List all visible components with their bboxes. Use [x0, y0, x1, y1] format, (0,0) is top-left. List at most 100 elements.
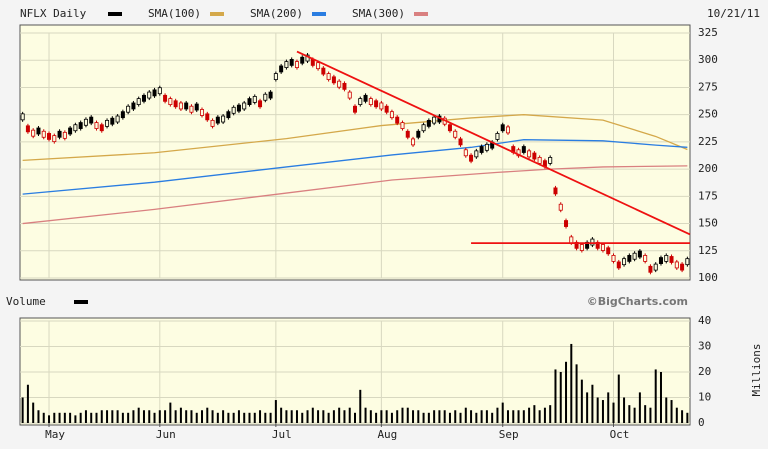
volume-bar	[195, 412, 198, 423]
volume-bar	[617, 374, 620, 423]
candle	[579, 244, 584, 251]
x-tick-label: Oct	[610, 428, 630, 441]
trend-line	[296, 50, 691, 236]
volume-bar	[681, 410, 684, 423]
candle	[432, 116, 437, 124]
candle	[57, 130, 62, 138]
volume-bar	[538, 410, 541, 423]
volume-bar	[670, 400, 673, 423]
candle	[611, 254, 616, 262]
volume-bar	[528, 407, 531, 423]
candle	[20, 113, 25, 121]
price-panel	[19, 24, 691, 281]
volume-bar	[596, 397, 599, 423]
volume-bar	[375, 412, 378, 423]
volume-bar	[401, 407, 404, 423]
candle	[47, 133, 52, 140]
volume-bar	[665, 397, 668, 423]
volume-bar	[586, 392, 589, 423]
volume-bar	[359, 389, 362, 423]
volume-bar	[438, 410, 441, 423]
y-tick-label: 0	[698, 416, 705, 429]
sma-line	[22, 165, 688, 225]
volume-bar	[26, 384, 29, 423]
chart-title: NFLX Daily	[20, 7, 87, 20]
legend-swatch	[210, 12, 224, 16]
candle	[622, 258, 627, 266]
candle	[379, 102, 384, 110]
volume-bar	[132, 410, 135, 423]
candle	[120, 111, 125, 119]
volume-bar	[390, 412, 393, 423]
candle	[495, 133, 500, 140]
volume-bar	[37, 410, 40, 423]
candle	[136, 98, 141, 105]
volume-bar	[623, 397, 626, 423]
legend-label: SMA(300)	[352, 7, 405, 20]
candle	[479, 146, 484, 153]
volume-bar	[475, 412, 478, 423]
candle	[194, 103, 199, 111]
candle	[358, 98, 363, 105]
volume-bar	[633, 407, 636, 423]
candle	[474, 150, 479, 158]
candle	[658, 257, 663, 264]
volume-bar	[264, 412, 267, 423]
volume-bar	[269, 412, 272, 423]
volume-bar	[659, 372, 662, 423]
candle	[205, 113, 210, 121]
candle	[210, 119, 215, 127]
candle	[521, 146, 526, 153]
volume-bar	[354, 412, 356, 423]
volume-bar	[32, 402, 35, 423]
candle	[389, 111, 394, 119]
volume-bar	[42, 412, 45, 423]
candle	[326, 73, 331, 80]
candle	[374, 100, 379, 108]
volume-bar	[433, 410, 436, 423]
volume-bar	[348, 407, 351, 423]
candle	[674, 261, 679, 269]
candle	[231, 106, 236, 114]
candle	[453, 130, 458, 138]
legend-label: SMA(100)	[148, 7, 201, 20]
candle	[331, 76, 336, 84]
volume-bar	[338, 407, 341, 423]
volume-bar	[216, 412, 219, 423]
volume-bar	[554, 369, 557, 423]
candle	[126, 105, 131, 113]
candle	[273, 73, 278, 80]
candle	[352, 105, 357, 113]
volume-bar	[153, 412, 156, 423]
candle	[173, 100, 178, 108]
volume-bar	[248, 412, 251, 423]
volume-bar	[628, 405, 631, 423]
candle	[258, 100, 263, 108]
candle	[279, 65, 284, 73]
volume-bar	[644, 405, 647, 423]
legend-swatch	[414, 12, 428, 16]
candle	[73, 124, 78, 132]
volume-bar	[148, 410, 151, 423]
candle	[458, 138, 463, 146]
volume-bar	[185, 410, 188, 423]
candle	[157, 87, 162, 95]
candle	[463, 149, 468, 157]
candle	[141, 94, 146, 102]
volume-bar	[311, 407, 314, 423]
candle	[548, 156, 553, 164]
volume-bar	[480, 410, 483, 423]
candle	[242, 102, 247, 110]
y-tick-label: 250	[698, 108, 718, 121]
candle	[36, 127, 41, 135]
volume-bar	[549, 405, 552, 423]
candle	[484, 143, 489, 151]
volume-bar	[274, 400, 277, 423]
y-tick-label: 10	[698, 391, 711, 404]
candle	[78, 122, 83, 129]
y-tick-label: 150	[698, 217, 718, 230]
volume-bar	[422, 412, 425, 423]
volume-bar	[21, 397, 24, 423]
volume-bar	[580, 379, 583, 423]
